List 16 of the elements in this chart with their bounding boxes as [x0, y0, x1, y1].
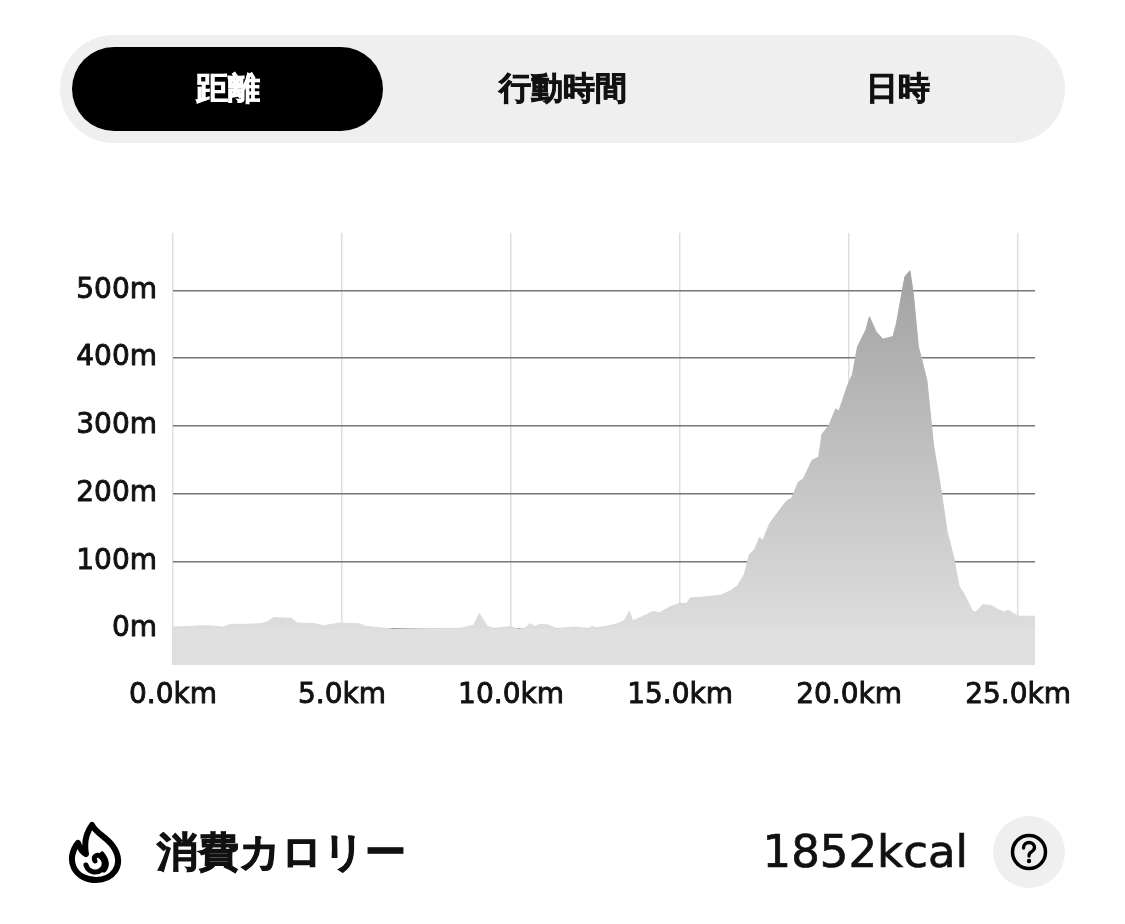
- x-tick-label: 15.0km: [627, 677, 733, 711]
- text: 1852kcal: [762, 824, 968, 880]
- y-tick-label: 100m: [76, 542, 157, 576]
- x-tick-label: 25.0km: [965, 677, 1072, 711]
- y-tick-label: 200m: [76, 474, 157, 508]
- y-tick-label: 400m: [76, 339, 157, 373]
- tab-bar: 距離 行動時間 日時: [60, 35, 1065, 143]
- selected-tab: 距離: [72, 47, 383, 131]
- y-tick-label: 300m: [76, 407, 157, 441]
- x-tick-label: 0.0km: [128, 677, 218, 711]
- x-tick-label: 5.0km: [298, 677, 387, 711]
- y-tick-label: 0m: [111, 610, 157, 644]
- x-tick-label: 20.0km: [796, 677, 902, 711]
- y-tick-label: 500m: [76, 271, 157, 305]
- x-tick-label: 10.0km: [458, 677, 564, 711]
- text: 消費カロリー: [157, 827, 406, 878]
